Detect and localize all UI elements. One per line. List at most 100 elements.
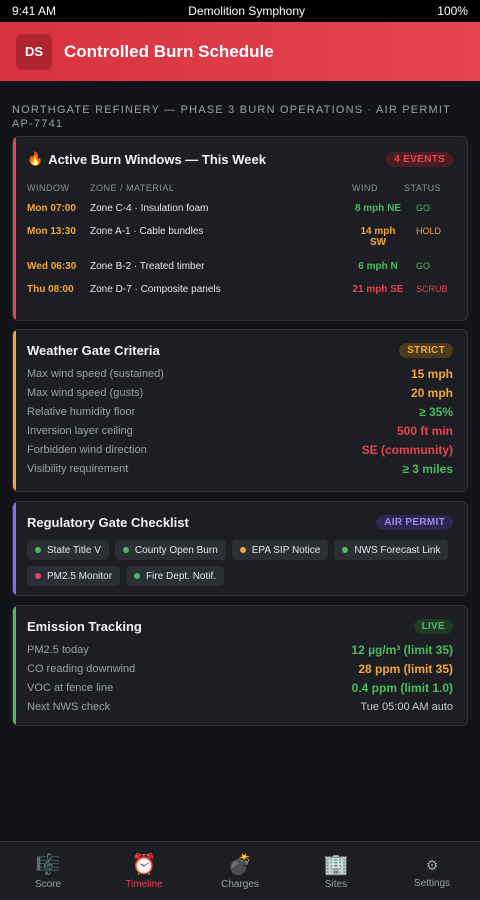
emission-value: 12 µg/m³ (limit 35) [351, 642, 453, 657]
tab-timeline[interactable]: ⏰ Timeline [96, 842, 192, 900]
strict-badge: STRICT [399, 343, 453, 358]
emission-label: CO reading downwind [27, 662, 136, 675]
status-bar: 9:41 AM Demolition Symphony 100% [0, 0, 480, 22]
burn-windows-card: 🔥 Active Burn Windows — This Week 4 EVEN… [12, 136, 468, 321]
emission-label: VOC at fence line [27, 681, 114, 694]
burn-wind: 21 mph SE [352, 284, 404, 295]
criteria-row: Max wind speed (sustained) 15 mph [13, 364, 467, 383]
status-time: 9:41 AM [12, 4, 57, 18]
chip-label: State Title V [47, 544, 101, 556]
criteria-label: Max wind speed (gusts) [27, 386, 144, 399]
burn-zone: Zone B-2 · Treated timber [90, 261, 205, 272]
burn-windows-title: 🔥 Active Burn Windows — This Week [27, 151, 266, 167]
burn-zone: Zone C-4 · Insulation foam [90, 203, 209, 214]
emission-value: 28 ppm (limit 35) [358, 661, 453, 676]
music-score-icon: 🎼 [35, 854, 61, 876]
burn-window-time: Wed 06:30 [27, 261, 77, 272]
card-accent [13, 502, 16, 595]
criteria-value: SE (community) [361, 442, 453, 457]
emission-label: Next NWS check [27, 700, 111, 713]
card-accent [13, 606, 16, 725]
col-status: STATUS [404, 183, 442, 193]
burn-wind: 8 mph NE [354, 203, 402, 214]
building-icon: 🏢 [323, 854, 349, 876]
tab-label: Charges [221, 878, 259, 890]
checklist-chip[interactable]: EPA SIP Notice [231, 540, 329, 560]
emission-row: PM2.5 today 12 µg/m³ (limit 35) [13, 640, 467, 659]
tab-charges[interactable]: 💣 Charges [192, 842, 288, 900]
criteria-value: ≥ 35% [419, 404, 453, 419]
criteria-value: 500 ft min [396, 423, 453, 438]
criteria-label: Inversion layer ceiling [27, 424, 133, 437]
weather-gate-card: Weather Gate Criteria STRICT Max wind sp… [12, 329, 468, 492]
burn-status: HOLD [416, 226, 442, 236]
col-zone: ZONE / MATERIAL [90, 183, 175, 193]
table-row[interactable]: Mon 13:30 Zone A-1 · Cable bundles 14 mph … [13, 226, 467, 261]
page-title: Controlled Burn Schedule [64, 41, 274, 61]
criteria-value: 15 mph [410, 366, 453, 381]
criteria-label: Relative humidity floor [27, 405, 136, 418]
card-accent [13, 137, 16, 320]
status-dot-icon [342, 547, 349, 553]
regulatory-card: Regulatory Gate Checklist AIR PERMIT Sta… [12, 501, 468, 596]
status-dot-icon [239, 547, 246, 553]
table-row[interactable]: Wed 06:30 Zone B-2 · Treated timber 6 mph … [13, 261, 467, 284]
regulatory-title: Regulatory Gate Checklist [27, 515, 189, 530]
criteria-row: Inversion layer ceiling 500 ft min [13, 421, 467, 440]
checklist-chip[interactable]: Fire Dept. Notif. [126, 566, 225, 586]
criteria-row: Visibility requirement ≥ 3 miles [13, 459, 467, 478]
events-badge: 4 EVENTS [386, 151, 453, 167]
chip-label: Fire Dept. Notif. [146, 570, 217, 582]
checklist-chip[interactable]: NWS Forecast Link [334, 540, 449, 560]
checklist-chip[interactable]: County Open Burn [114, 540, 226, 560]
card-accent [13, 330, 16, 491]
criteria-row: Relative humidity floor ≥ 35% [13, 402, 467, 421]
app-header: DS Controlled Burn Schedule [0, 22, 480, 81]
air-permit-badge: AIR PERMIT [376, 515, 453, 530]
table-row[interactable]: Thu 08:00 Zone D-7 · Composite panels 21 m… [13, 284, 467, 319]
checklist-chip[interactable]: PM2.5 Monitor [27, 566, 121, 586]
burn-window-time: Thu 08:00 [27, 284, 74, 295]
criteria-value: ≥ 3 miles [402, 461, 453, 476]
chip-label: NWS Forecast Link [354, 544, 441, 556]
bomb-icon: 💣 [227, 854, 253, 876]
burn-wind: 6 mph N [358, 261, 398, 272]
bottom-tab-bar: 🎼 Score ⏰ Timeline 💣 Charges 🏢 Sites ⚙ Settings [0, 841, 480, 900]
emission-value: 0.4 ppm (limit 1.0) [351, 680, 453, 695]
criteria-value: 20 mph [410, 385, 453, 400]
tab-label: Score [34, 878, 62, 890]
table-row[interactable]: Mon 07:00 Zone C-4 · Insulation foam 8 mph… [13, 203, 467, 226]
tab-score[interactable]: 🎼 Score [0, 842, 96, 900]
alarm-clock-icon: ⏰ [131, 854, 157, 876]
burn-window-time: Mon 07:00 [27, 203, 76, 214]
emission-value: Tue 05:00 AM auto [360, 700, 453, 713]
app-logo: DS [16, 33, 52, 70]
status-dot-icon [122, 547, 129, 553]
tab-settings[interactable]: ⚙ Settings [384, 842, 480, 900]
burn-zone: Zone A-1 · Cable bundles [90, 226, 204, 237]
burn-zone: Zone D-7 · Composite panels [90, 284, 221, 295]
live-badge: LIVE [413, 619, 453, 634]
criteria-row: Forbidden wind direction SE (community) [13, 440, 467, 459]
status-dot-icon [35, 573, 41, 579]
emission-title: Emission Tracking [27, 619, 142, 634]
tab-sites[interactable]: 🏢 Sites [288, 842, 384, 900]
status-battery: 100% [437, 4, 468, 18]
checklist-chip[interactable]: State Title V [27, 540, 109, 560]
chip-label: PM2.5 Monitor [47, 570, 113, 582]
tab-label: Settings [413, 877, 451, 889]
tab-label: Sites [324, 878, 348, 890]
col-window: WINDOW [27, 183, 70, 193]
gear-icon: ⚙ [425, 857, 439, 873]
criteria-label: Forbidden wind direction [27, 443, 147, 456]
col-wind: WIND [352, 183, 378, 193]
emission-row: Next NWS check Tue 05:00 AM auto [13, 697, 467, 716]
operations-subtitle: NORTHGATE REFINERY — PHASE 3 BURN OPERAT… [12, 104, 451, 130]
emission-row: CO reading downwind 28 ppm (limit 35) [13, 659, 467, 678]
status-dot-icon [134, 573, 141, 579]
burn-window-time: Mon 13:30 [27, 226, 76, 237]
weather-gate-title: Weather Gate Criteria [27, 343, 160, 358]
tab-label: Timeline [125, 878, 163, 890]
criteria-label: Visibility requirement [27, 462, 129, 475]
emission-row: VOC at fence line 0.4 ppm (limit 1.0) [13, 678, 467, 697]
